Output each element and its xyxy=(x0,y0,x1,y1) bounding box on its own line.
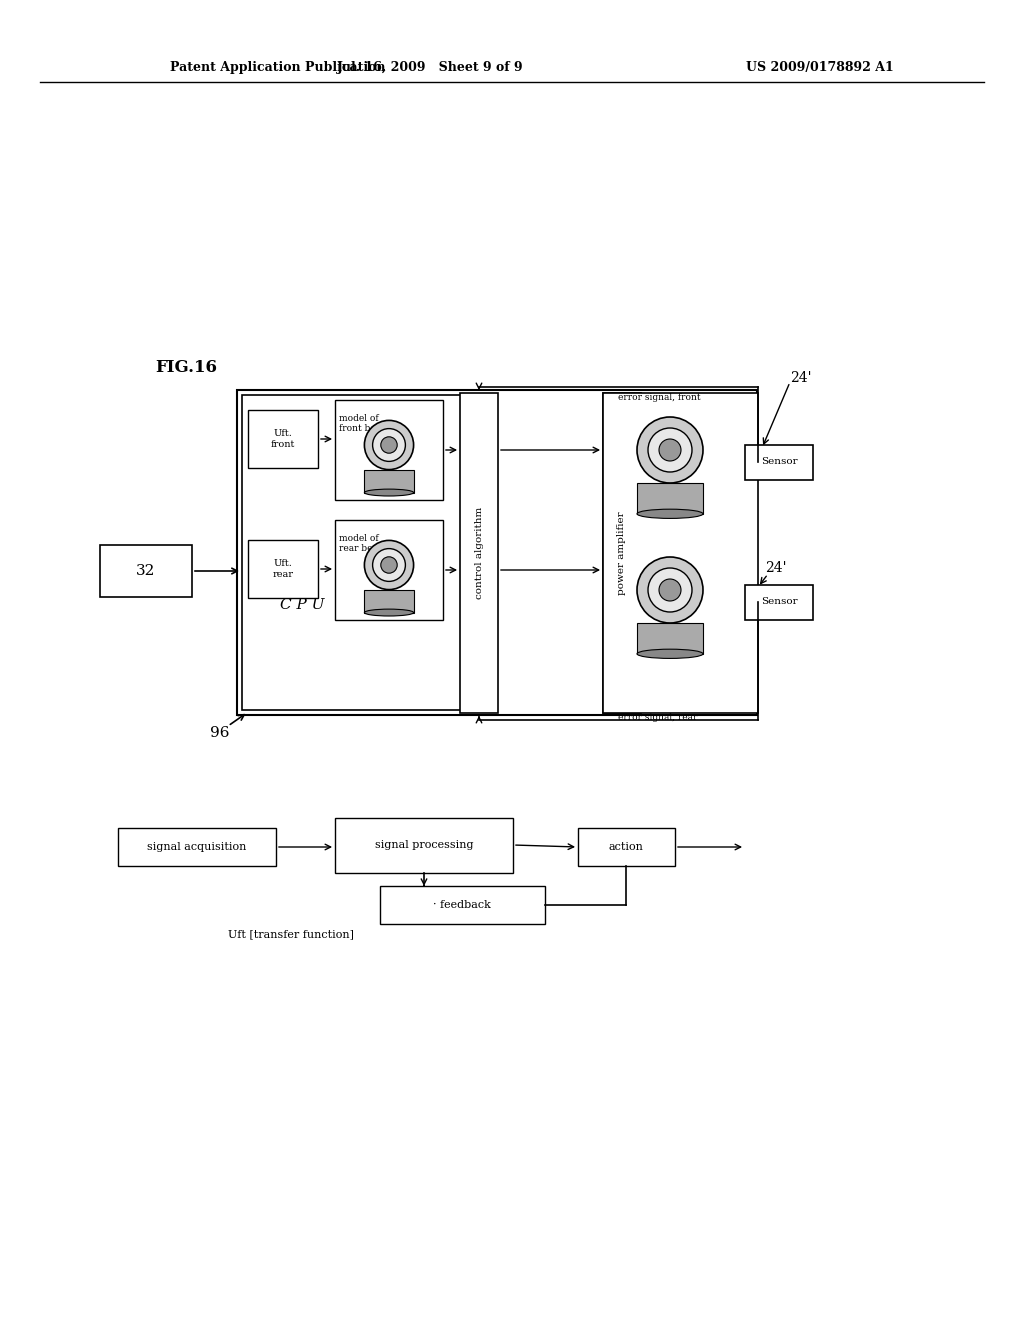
Bar xyxy=(118,828,276,866)
Bar xyxy=(637,483,703,513)
Text: model of
front bearing: model of front bearing xyxy=(339,414,400,433)
Text: signal acquisition: signal acquisition xyxy=(147,842,247,851)
Text: Sensor: Sensor xyxy=(761,458,798,466)
Text: power amplifier: power amplifier xyxy=(617,511,627,595)
Ellipse shape xyxy=(365,609,414,616)
Circle shape xyxy=(365,540,414,590)
Text: Uft.
rear: Uft. rear xyxy=(272,560,294,578)
Bar xyxy=(603,393,758,713)
Text: Patent Application Publication: Patent Application Publication xyxy=(170,62,385,74)
Bar xyxy=(248,411,318,469)
Bar xyxy=(745,445,813,480)
Text: Uft [transfer function]: Uft [transfer function] xyxy=(228,929,354,939)
Circle shape xyxy=(648,428,692,473)
Text: control algorithm: control algorithm xyxy=(474,507,483,599)
Ellipse shape xyxy=(637,649,703,659)
Text: error signal, front: error signal, front xyxy=(618,392,700,401)
Bar xyxy=(242,395,462,710)
Text: US 2009/0178892 A1: US 2009/0178892 A1 xyxy=(746,62,894,74)
Circle shape xyxy=(381,437,397,453)
Circle shape xyxy=(381,557,397,573)
Text: action: action xyxy=(608,842,643,851)
Text: Uft.
front: Uft. front xyxy=(270,429,295,449)
Circle shape xyxy=(373,549,406,581)
Circle shape xyxy=(365,420,414,470)
Text: 24': 24' xyxy=(765,561,786,576)
Bar xyxy=(578,828,675,866)
Text: 96: 96 xyxy=(210,726,229,741)
Circle shape xyxy=(659,440,681,461)
Circle shape xyxy=(637,417,703,483)
Bar xyxy=(637,623,703,653)
Bar xyxy=(237,389,757,715)
Circle shape xyxy=(648,568,692,612)
Bar xyxy=(335,818,513,873)
Bar xyxy=(380,886,545,924)
Bar xyxy=(603,393,641,713)
Bar xyxy=(248,540,318,598)
Text: Sensor: Sensor xyxy=(761,598,798,606)
Bar xyxy=(335,520,443,620)
Bar xyxy=(365,590,414,612)
Bar xyxy=(335,400,443,500)
Text: model of
rear bearing: model of rear bearing xyxy=(339,535,396,553)
Bar xyxy=(365,470,414,492)
Text: · feedback: · feedback xyxy=(433,900,490,909)
Text: C P U: C P U xyxy=(280,598,325,612)
Bar xyxy=(745,585,813,620)
Ellipse shape xyxy=(637,510,703,519)
Bar xyxy=(100,545,193,597)
Text: error signal, rear: error signal, rear xyxy=(618,714,697,722)
Text: Jul. 16, 2009   Sheet 9 of 9: Jul. 16, 2009 Sheet 9 of 9 xyxy=(337,62,523,74)
Bar xyxy=(460,393,498,713)
Circle shape xyxy=(373,429,406,462)
Circle shape xyxy=(659,579,681,601)
Ellipse shape xyxy=(365,490,414,496)
Text: signal processing: signal processing xyxy=(375,840,473,850)
Text: FIG.16: FIG.16 xyxy=(155,359,217,376)
Circle shape xyxy=(637,557,703,623)
Text: 24': 24' xyxy=(790,371,811,385)
Text: 32: 32 xyxy=(136,564,156,578)
